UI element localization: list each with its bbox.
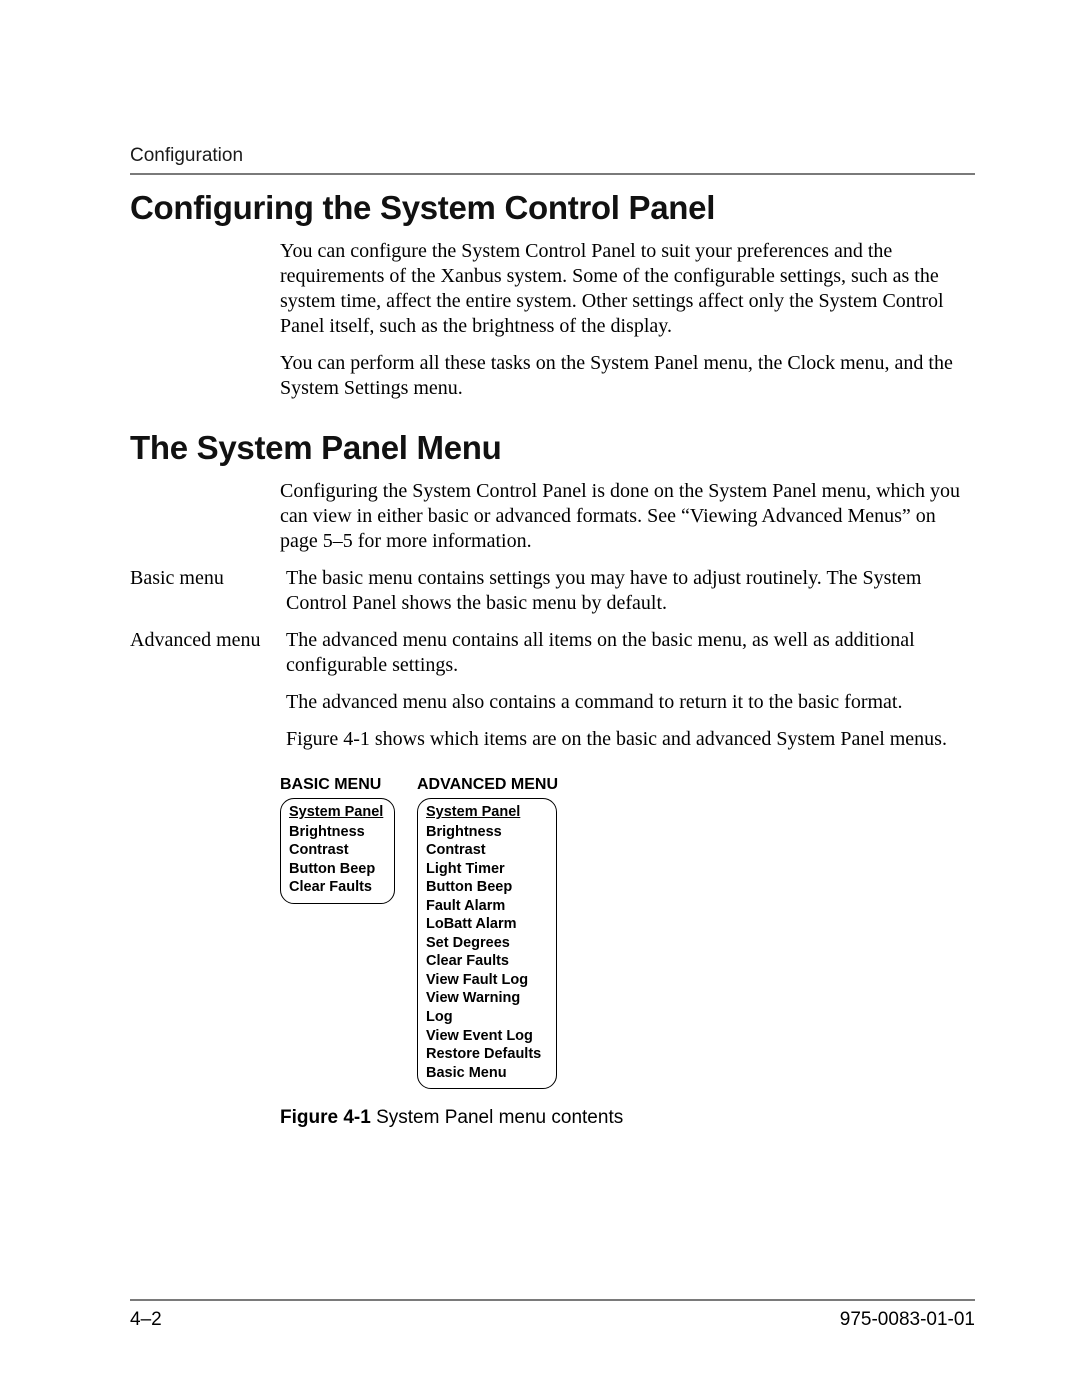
figure-caption: Figure 4-1 System Panel menu contents [280,1107,975,1129]
adv-p1: The advanced menu contains all items on … [286,628,975,678]
advanced-menu-item: LoBatt Alarm [426,915,546,934]
advanced-menu-item: Set Degrees [426,934,546,953]
menu-column-heads: BASIC MENU ADVANCED MENU [280,776,975,794]
figure-caption-text: System Panel menu contents [376,1107,623,1128]
basic-menu-item: Contrast [289,841,384,860]
menu-boxes: System Panel Brightness Contrast Button … [280,798,975,1089]
running-head: Configuration [130,145,975,167]
basic-menu-head: BASIC MENU [280,776,417,794]
advanced-menu-item: View Warning Log [426,989,546,1026]
advanced-menu-item: Restore Defaults [426,1045,546,1064]
basic-menu-item: Clear Faults [289,878,384,897]
advanced-menu-box: System Panel Brightness Contrast Light T… [417,798,557,1089]
advanced-menu-item: Fault Alarm [426,897,546,916]
advanced-menu-item: Basic Menu [426,1064,546,1083]
section2-intro: Configuring the System Control Panel is … [280,479,975,554]
label-advanced-menu: Advanced menu [130,628,286,764]
label-basic-menu: Basic menu [130,566,286,616]
advanced-menu-item: Contrast [426,841,546,860]
page-footer: 4–2 975-0083-01-01 [130,1309,975,1331]
text-advanced-menu: The advanced menu contains all items on … [286,628,975,764]
basic-menu-title: System Panel [289,803,384,822]
basic-menu-item: Button Beep [289,860,384,879]
advanced-menu-item: Clear Faults [426,952,546,971]
page-number: 4–2 [130,1309,162,1331]
advanced-menu-item: Light Timer [426,860,546,879]
section1-p2: You can perform all these tasks on the S… [280,351,975,401]
section1-body: You can configure the System Control Pan… [280,239,975,401]
top-rule [130,173,975,175]
row-advanced-menu: Advanced menu The advanced menu contains… [130,628,975,764]
advanced-menu-item: View Event Log [426,1027,546,1046]
adv-p3: Figure 4-1 shows which items are on the … [286,727,975,752]
doc-number: 975-0083-01-01 [840,1309,975,1331]
adv-p2: The advanced menu also contains a comman… [286,690,975,715]
section2-intro-p: Configuring the System Control Panel is … [280,479,975,554]
text-basic-menu: The basic menu contains settings you may… [286,566,975,616]
basic-menu-box: System Panel Brightness Contrast Button … [280,798,395,904]
page: Configuration Configuring the System Con… [0,0,1080,1397]
heading-configuring: Configuring the System Control Panel [130,189,975,227]
basic-menu-item: Brightness [289,823,384,842]
advanced-menu-item: View Fault Log [426,971,546,990]
advanced-menu-item: Brightness [426,823,546,842]
advanced-menu-title: System Panel [426,803,546,822]
bottom-rule [130,1299,975,1301]
row-basic-menu: Basic menu The basic menu contains setti… [130,566,975,616]
advanced-menu-head: ADVANCED MENU [417,776,558,794]
section1-p1: You can configure the System Control Pan… [280,239,975,339]
figure-number: Figure 4-1 [280,1107,371,1128]
heading-system-panel-menu: The System Panel Menu [130,429,975,467]
figure-4-1: BASIC MENU ADVANCED MENU System Panel Br… [280,776,975,1129]
advanced-menu-item: Button Beep [426,878,546,897]
